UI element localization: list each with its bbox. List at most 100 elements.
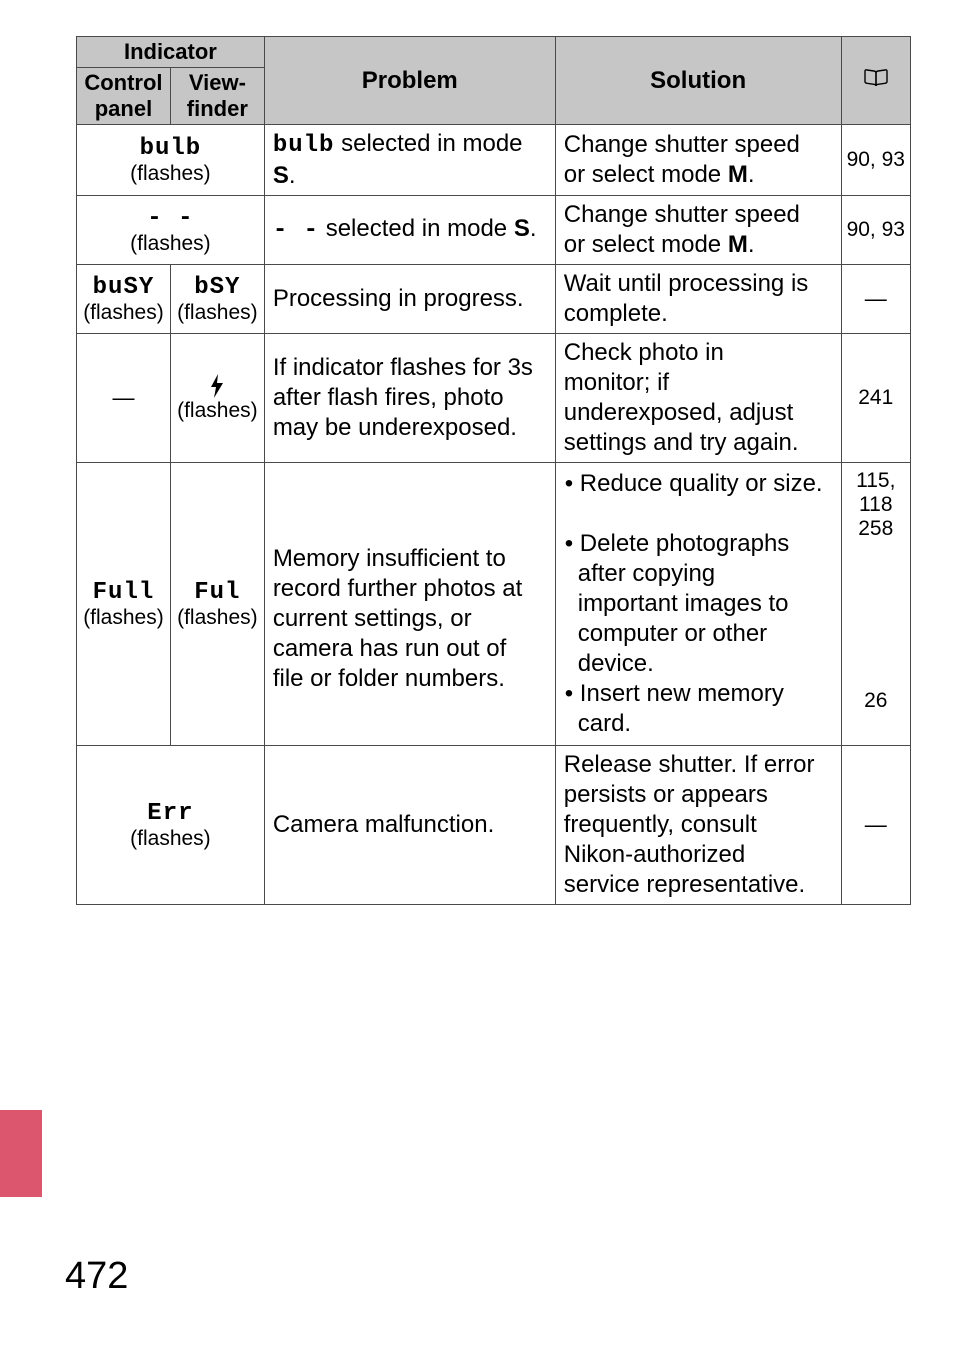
solution-text: settings and try again. (564, 429, 799, 456)
mode-m: M (728, 161, 748, 188)
flashes-label: (flashes) (130, 162, 211, 185)
solution-cell: Check photo in monitor; if underexposed,… (555, 334, 841, 463)
flashes-label: (flashes) (83, 606, 164, 629)
solution-text: Nikon-authorized (564, 841, 745, 868)
flashes-label: (flashes) (177, 399, 258, 422)
problem-text: . (530, 215, 537, 242)
problem-text: may be underexposed. (273, 414, 517, 441)
mode-m: M (728, 231, 748, 258)
troubleshooting-table-container: Indicator Problem Solution Control panel… (76, 36, 911, 905)
header-control-panel: Control panel (77, 68, 171, 125)
table-row: - - (flashes) - - selected in mode S. Ch… (77, 196, 911, 265)
problem-text: camera has run out of (273, 635, 506, 662)
segment-display: Full (79, 579, 168, 606)
solution-text: or select mode (564, 161, 728, 188)
page-cell: 241 (841, 334, 910, 463)
page-number: 472 (65, 1255, 128, 1298)
page-text: 118 (859, 493, 892, 516)
flashes-label: (flashes) (83, 301, 164, 324)
indicator-cell: Err (flashes) (77, 746, 265, 905)
flashes-label: (flashes) (177, 606, 258, 629)
header-page (841, 37, 910, 125)
problem-text: after flash fires, photo (273, 384, 504, 411)
problem-text: record further photos at (273, 575, 522, 602)
segment-display: buSY (79, 274, 168, 301)
problem-text: Memory insufficient to (273, 545, 506, 572)
segment-display: bulb (79, 135, 262, 162)
flashes-label: (flashes) (177, 301, 258, 324)
problem-text: selected in mode (319, 215, 514, 242)
solution-text: computer or other (564, 619, 833, 649)
solution-text: . (748, 161, 755, 188)
problem-cell: Processing in progress. (264, 265, 555, 334)
indicator-cp-cell: buSY (flashes) (77, 265, 171, 334)
solution-text: service representative. (564, 871, 805, 898)
page-text: — (865, 812, 887, 837)
header-indicator: Indicator (77, 37, 265, 68)
page-cell: 90, 93 (841, 125, 910, 196)
header-viewfinder: View-finder (170, 68, 264, 125)
mode-s: S (273, 162, 289, 189)
page-text: 115, (856, 469, 895, 492)
solution-text: Change shutter speed (564, 201, 800, 228)
solution-text: frequently, consult (564, 811, 757, 838)
solution-text: Release shutter. If error (564, 751, 815, 778)
problem-cell: - - selected in mode S. (264, 196, 555, 265)
solution-text: underexposed, adjust (564, 399, 794, 426)
table-row: — (flashes) If indicator flashes for 3s … (77, 334, 911, 463)
page-cell: 115, 118 258 26 (841, 463, 910, 746)
solution-cell: Change shutter speed or select mode M. (555, 196, 841, 265)
solution-text: Change shutter speed (564, 131, 800, 158)
problem-cell: If indicator flashes for 3s after flash … (264, 334, 555, 463)
solution-cell: Change shutter speed or select mode M. (555, 125, 841, 196)
indicator-cell: - - (flashes) (77, 196, 265, 265)
solution-text: monitor; if (564, 369, 669, 396)
solution-text: complete. (564, 300, 668, 327)
problem-text: selected in mode (334, 130, 522, 157)
problem-cell: bulb selected in mode S. (264, 125, 555, 196)
page-cell: — (841, 746, 910, 905)
problem-text: file or folder numbers. (273, 665, 505, 692)
header-problem: Problem (264, 37, 555, 125)
header-solution: Solution (555, 37, 841, 125)
segment-display: Err (79, 800, 262, 827)
segment-display: - - (273, 217, 319, 244)
flashes-label: (flashes) (130, 232, 211, 255)
indicator-vf-cell: bSY (flashes) (170, 265, 264, 334)
solution-text: Check photo in (564, 339, 724, 366)
solution-text: persists or appears (564, 781, 768, 808)
flash-icon (173, 373, 262, 399)
solution-text: device. (564, 649, 833, 679)
page-text: 258 (858, 517, 893, 540)
solution-text: important images to (564, 589, 833, 619)
solution-text: . (748, 231, 755, 258)
problem-cell: Camera malfunction. (264, 746, 555, 905)
page-cell: 90, 93 (841, 196, 910, 265)
solution-text: or select mode (564, 231, 728, 258)
flashes-label: (flashes) (130, 827, 211, 850)
table-row: Err (flashes) Camera malfunction. Releas… (77, 746, 911, 905)
problem-text: If indicator flashes for 3s (273, 354, 533, 381)
segment-display: - - (79, 205, 262, 232)
solution-cell: • Reduce quality or size. • Delete photo… (555, 463, 841, 746)
segment-display: bSY (173, 274, 262, 301)
solution-text: card. (564, 709, 833, 739)
table-row: Full (flashes) Ful (flashes) Memory insu… (77, 463, 911, 746)
page-text: — (865, 286, 887, 311)
problem-text: . (289, 162, 296, 189)
indicator-vf-cell: (flashes) (170, 334, 264, 463)
solution-bullet: • Insert new memory (564, 679, 833, 709)
indicator-cell: bulb (flashes) (77, 125, 265, 196)
page-text: 26 (864, 689, 887, 712)
segment-display: Ful (173, 579, 262, 606)
indicator-vf-cell: Ful (flashes) (170, 463, 264, 746)
solution-cell: Release shutter. If error persists or ap… (555, 746, 841, 905)
solution-text: after copying (564, 559, 833, 589)
solution-bullet: • Reduce quality or size. (564, 469, 833, 499)
table-row: buSY (flashes) bSY (flashes) Processing … (77, 265, 911, 334)
segment-display: bulb (273, 132, 335, 159)
page-cell: — (841, 265, 910, 334)
indicator-cp-cell: Full (flashes) (77, 463, 171, 746)
book-icon (864, 69, 888, 87)
indicator-cp-cell: — (77, 334, 171, 463)
